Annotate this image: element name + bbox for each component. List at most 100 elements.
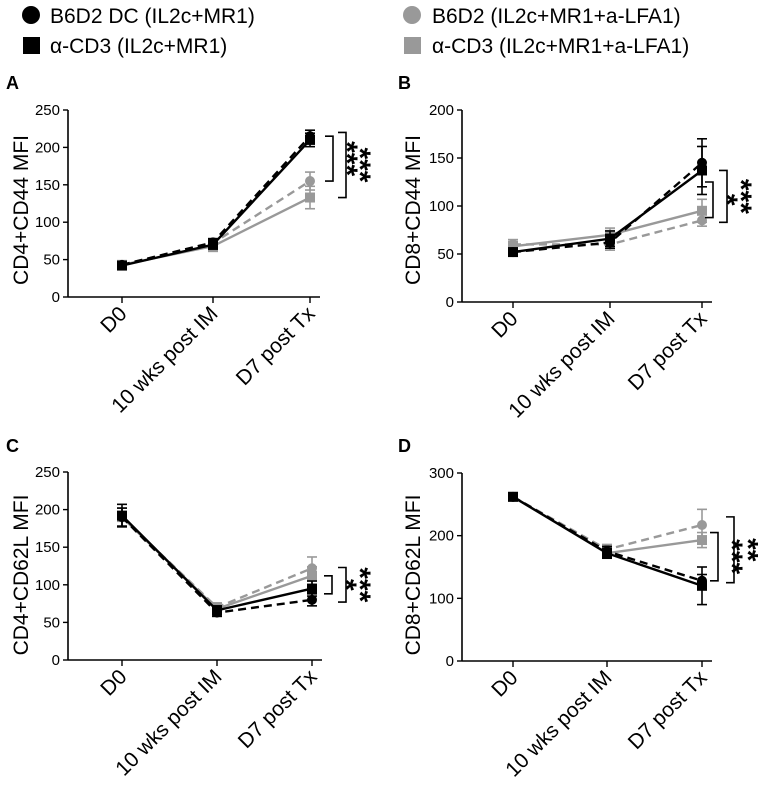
series-1 [508,145,707,258]
data-point [508,241,518,252]
series-2 [508,491,707,556]
x-tick-label: D7 post Tx [624,666,712,754]
legend-marker-black-square [23,37,40,54]
series-2 [117,507,317,613]
legend-label: α-CD3 (IL2c+MR1+a-LFA1) [432,35,689,58]
significance-bracket [338,131,347,199]
data-point [305,192,315,203]
significance-label: *** [724,179,757,214]
series-1 [508,491,707,606]
significance-label: *** [343,147,376,182]
legend-label: B6D2 (IL2c+MR1+a-LFA1) [432,5,681,28]
legend-item-acd3: α-CD3 (IL2c+MR1) [23,35,227,58]
significance-label: *** [715,539,748,574]
data-point [697,520,707,531]
series-line [121,514,313,612]
series-1 [117,503,317,616]
y-tick-label: 200 [429,528,454,545]
y-tick-label: 200 [35,139,60,156]
y-tick-label: 50 [43,252,60,269]
legend-item-acd3-lfa1: α-CD3 (IL2c+MR1+a-LFA1) [404,35,689,58]
x-tick-label: D7 post Tx [624,307,712,395]
data-point [208,239,218,250]
data-point [602,548,612,559]
x-tick-label: D7 post Tx [232,302,320,390]
data-point [307,594,317,605]
x-tick-label: D0 [96,665,131,700]
series-3 [117,185,315,270]
data-point [697,535,707,546]
y-tick-label: 200 [429,102,454,119]
y-tick-label: 250 [35,102,60,119]
legend-marker-grey-circle [403,6,421,24]
x-tick-label: D0 [487,666,522,701]
y-tick-label: 100 [35,214,60,231]
y-tick-label: 50 [437,246,454,263]
legend-item-b6d2-dc: B6D2 DC (IL2c+MR1) [22,5,255,28]
data-point [305,176,315,187]
significance-bracket [710,531,719,582]
significance-bracket [324,574,333,595]
series-line [121,196,311,267]
data-point [697,205,707,216]
y-axis-label: CD8+CD44 MFI [402,135,425,285]
series-line [121,516,313,609]
data-point [307,583,317,594]
data-point [697,580,707,591]
y-tick-label: 300 [429,465,454,482]
panel-letter: D [398,436,411,456]
x-tick-label: 10 wks post IM [504,307,619,422]
data-point [212,605,222,616]
data-point [117,260,127,271]
series-line [512,495,703,587]
series-3 [117,507,317,615]
x-tick-label: D0 [96,302,131,337]
legend: B6D2 DC (IL2c+MR1) α-CD3 (IL2c+MR1) B6D2… [22,5,689,58]
y-tick-label: 100 [35,577,60,594]
data-point [508,491,518,502]
y-tick-label: 200 [35,502,60,519]
significance-label: *** [343,567,376,602]
y-tick-label: 0 [446,294,454,311]
series-line [512,495,703,582]
series-line [512,495,703,551]
legend-label: B6D2 DC (IL2c+MR1) [50,5,255,28]
y-tick-label: 250 [35,464,60,481]
series-line [121,516,313,614]
legend-label: α-CD3 (IL2c+MR1) [50,35,227,58]
series-0 [508,491,707,588]
significance-label: ** [731,538,758,562]
y-tick-label: 0 [446,653,454,670]
y-tick-label: 0 [52,652,60,669]
y-tick-label: 0 [52,289,60,306]
significance-bracket [338,566,347,603]
series-2 [117,171,315,270]
significance-bracket [719,169,728,224]
y-tick-label: 50 [43,614,60,631]
data-point [697,165,707,176]
y-axis-label: CD8+CD62L MFI [402,495,425,656]
panel-letter: C [6,436,19,456]
data-point [605,233,615,244]
y-tick-label: 100 [429,198,454,215]
legend-marker-black-circle [22,6,40,24]
legend-item-b6d2-lfa1: B6D2 (IL2c+MR1+a-LFA1) [403,5,681,28]
data-point [508,247,518,258]
panel-letter: B [398,73,411,93]
y-tick-label: 100 [429,590,454,607]
y-axis-label: CD4+CD44 MFI [10,135,33,285]
data-point [305,134,315,145]
significance-bracket [325,135,334,182]
data-point [307,570,317,581]
y-tick-label: 150 [35,177,60,194]
legend-marker-grey-square [404,37,421,54]
